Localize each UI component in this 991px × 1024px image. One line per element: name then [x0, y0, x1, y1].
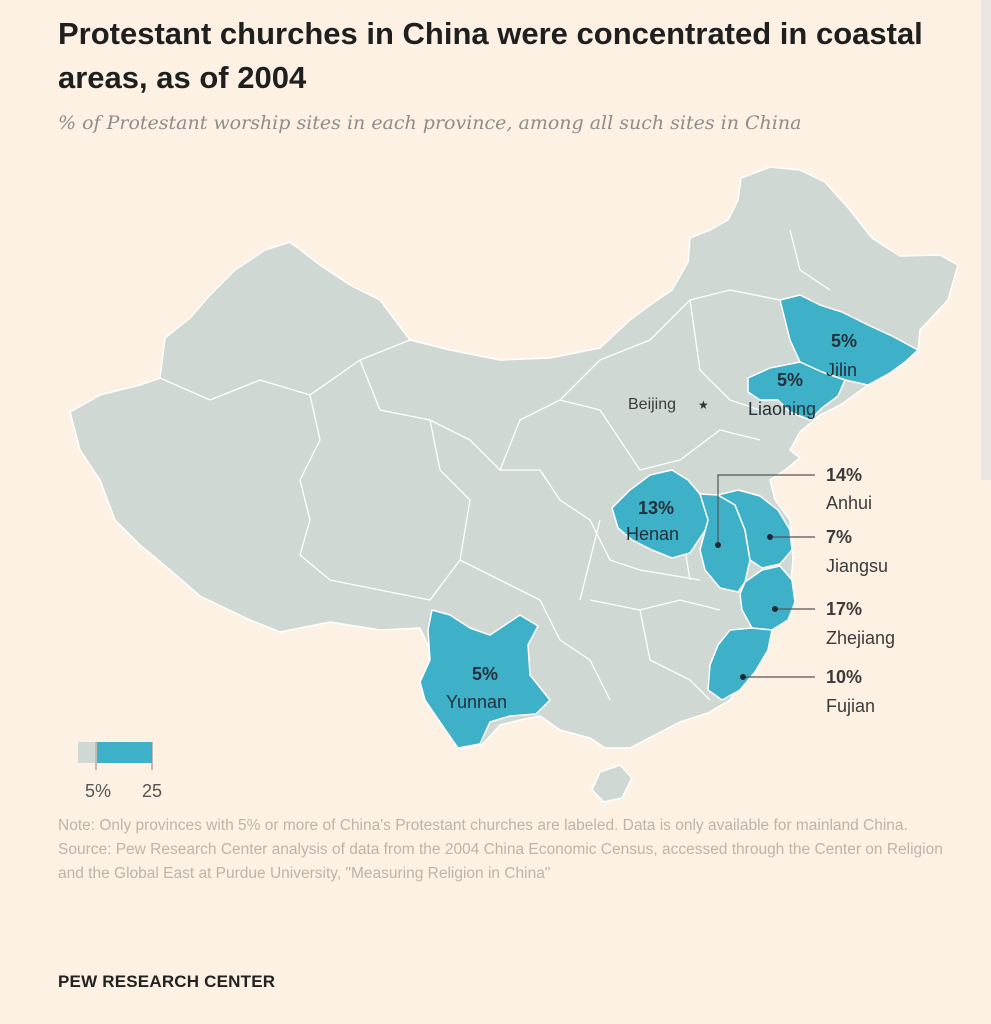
chart-title: Protestant churches in China were concen… — [58, 16, 923, 95]
province-yunnan — [419, 609, 551, 749]
legend-swatch-high — [97, 742, 152, 763]
page-edge-strip — [981, 0, 991, 480]
liaoning-name: Liaoning — [748, 399, 816, 419]
province-zhejiang — [739, 565, 796, 631]
jilin-value: 5% — [831, 331, 857, 351]
jiangsu-dot — [767, 534, 773, 540]
legend-max-label: 25 — [142, 781, 162, 801]
anhui-dot — [715, 542, 721, 548]
brand-logo-text: PEW RESEARCH CENTER — [58, 972, 276, 991]
jiangsu-name: Jiangsu — [826, 556, 888, 576]
zhejiang-dot — [772, 606, 778, 612]
zhejiang-name: Zhejiang — [826, 628, 895, 648]
source-text: Source: Pew Research Center analysis of … — [58, 841, 943, 882]
yunnan-value: 5% — [472, 664, 498, 684]
legend-swatch-low — [78, 742, 95, 763]
jilin-name: Jilin — [826, 360, 857, 380]
footnotes: Note: Only provinces with 5% or more of … — [58, 814, 958, 886]
yunnan-name: Yunnan — [446, 692, 507, 712]
province-borders — [159, 229, 831, 701]
legend: 5% 25 — [78, 742, 162, 801]
anhui-value: 14% — [826, 465, 862, 485]
anhui-leader — [717, 474, 815, 545]
china-map: Beijing ★ 5% Jilin 5% Liaoning 13% Henan… — [69, 166, 959, 803]
legend-min-label: 5% — [85, 781, 111, 801]
fujian-dot — [740, 674, 746, 680]
highlighted-provinces — [419, 294, 919, 749]
zhejiang-value: 17% — [826, 599, 862, 619]
hainan-island — [591, 764, 633, 803]
province-liaoning — [747, 361, 846, 421]
province-jiangsu — [717, 489, 793, 569]
province-fujian — [707, 627, 773, 701]
henan-value: 13% — [638, 498, 674, 518]
anhui-name: Anhui — [826, 493, 872, 513]
leader-lines — [717, 474, 815, 678]
beijing-label: Beijing — [628, 396, 676, 413]
note-text: Note: Only provinces with 5% or more of … — [58, 817, 908, 834]
fujian-name: Fujian — [826, 696, 875, 716]
jiangsu-value: 7% — [826, 527, 852, 547]
beijing-star-icon: ★ — [698, 398, 709, 412]
chart-subtitle: % of Protestant worship sites in each pr… — [58, 112, 802, 134]
fujian-value: 10% — [826, 667, 862, 687]
henan-name: Henan — [626, 524, 679, 544]
liaoning-value: 5% — [777, 370, 803, 390]
leader-dots — [715, 534, 778, 680]
province-jilin — [779, 294, 919, 386]
